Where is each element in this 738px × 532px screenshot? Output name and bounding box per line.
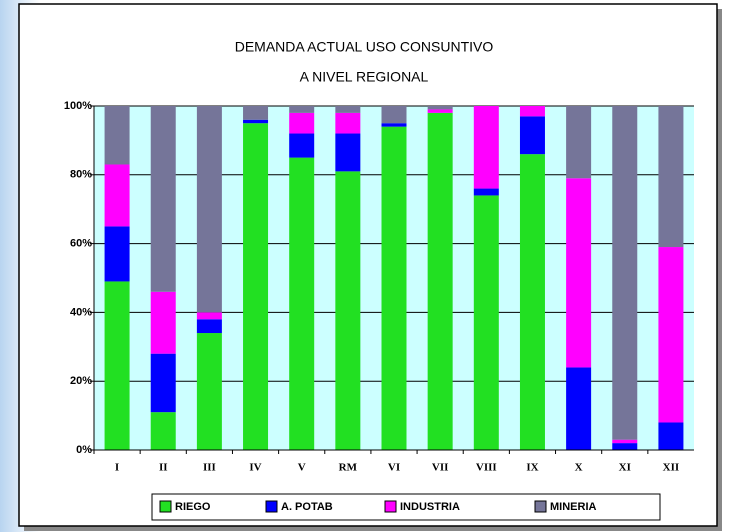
bar-segment — [427, 109, 453, 113]
x-tick-label: VIII — [476, 462, 497, 474]
bar-segment — [243, 106, 269, 120]
bar-segment — [658, 422, 684, 450]
x-tick-label: III — [203, 462, 216, 474]
bar-segment — [519, 154, 545, 450]
x-tick-label: IV — [249, 462, 261, 474]
x-tick-label: VII — [432, 462, 449, 474]
bar-segment — [289, 106, 315, 113]
y-tick-label: 20% — [70, 375, 92, 387]
bar-segment — [196, 333, 222, 450]
y-tick-label: 0% — [76, 444, 92, 456]
bar-segment — [289, 112, 315, 134]
bar-segment — [335, 171, 361, 451]
bar-segment — [427, 106, 453, 110]
bar-segment — [566, 178, 592, 368]
chart-title: DEMANDA ACTUAL USO CONSUNTIVO — [235, 39, 494, 55]
bar-segment — [335, 133, 361, 172]
bar-segment — [243, 123, 269, 450]
bar-segment — [104, 226, 130, 282]
bar-segment — [658, 247, 684, 423]
legend-swatch — [534, 500, 547, 513]
bar-segment — [473, 188, 499, 196]
bar-segment — [104, 106, 130, 165]
bar-segment — [150, 291, 176, 354]
y-tick-label: 80% — [70, 169, 92, 181]
bar-segment — [473, 195, 499, 450]
legend-swatch — [384, 500, 397, 513]
bar-segment — [566, 367, 592, 450]
bar-segment — [612, 439, 638, 444]
chart-subtitle: A NIVEL REGIONAL — [300, 69, 429, 85]
bar-segment — [196, 312, 222, 320]
legend-swatch — [159, 500, 172, 513]
bar-segment — [381, 106, 407, 124]
bar-segment — [243, 119, 269, 124]
bar-segment — [612, 443, 638, 450]
bar-segment — [150, 106, 176, 292]
legend-label: INDUSTRIA — [400, 501, 460, 513]
y-tick-label: 100% — [64, 100, 92, 112]
bar-segment — [289, 133, 315, 158]
x-tick-label: II — [159, 462, 168, 474]
bar-segment — [104, 281, 130, 450]
bar-segment — [289, 157, 315, 450]
bar-segment — [150, 353, 176, 413]
legend-swatch — [265, 500, 278, 513]
bar-segment — [658, 106, 684, 248]
x-tick-label: X — [575, 462, 583, 474]
bar-segment — [381, 123, 407, 127]
bar-segment — [473, 106, 499, 189]
legend-box — [151, 493, 661, 521]
y-tick-label: 40% — [70, 306, 92, 318]
bar-segment — [104, 164, 130, 227]
bar-segment — [519, 106, 545, 117]
legend-label: MINERIA — [550, 501, 597, 513]
x-tick-label: V — [298, 462, 306, 474]
legend-label: A. POTAB — [281, 501, 333, 513]
x-tick-label: I — [115, 462, 119, 474]
bar-segment — [612, 106, 638, 440]
x-tick-label: VI — [388, 462, 400, 474]
x-tick-label: XI — [619, 462, 631, 474]
bar-segment — [566, 106, 592, 179]
bar-segment — [335, 112, 361, 134]
bar-segment — [381, 126, 407, 450]
x-tick-label: IX — [526, 462, 538, 474]
bar-segment — [196, 319, 222, 334]
bar-segment — [335, 106, 361, 113]
bar-segment — [519, 116, 545, 155]
bar-segment — [196, 106, 222, 313]
legend-label: RIEGO — [175, 501, 211, 513]
x-tick-label: RM — [339, 462, 358, 474]
bar-segment — [150, 412, 176, 450]
x-tick-label: XII — [663, 462, 680, 474]
y-tick-label: 60% — [70, 238, 92, 250]
bar-segment — [427, 112, 453, 450]
